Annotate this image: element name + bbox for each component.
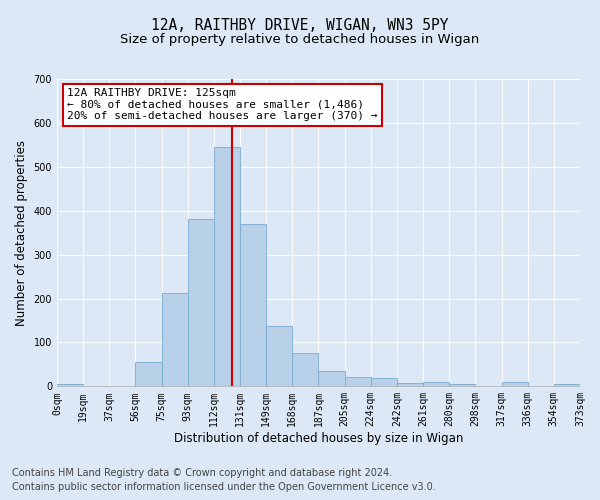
Text: Contains public sector information licensed under the Open Government Licence v3: Contains public sector information licen…: [12, 482, 436, 492]
Bar: [371, 378, 397, 386]
Bar: [554, 384, 580, 386]
Text: Size of property relative to detached houses in Wigan: Size of property relative to detached ho…: [121, 32, 479, 46]
Bar: [57, 384, 83, 386]
Bar: [292, 352, 319, 386]
Bar: [502, 382, 527, 386]
X-axis label: Distribution of detached houses by size in Wigan: Distribution of detached houses by size …: [174, 432, 463, 445]
Bar: [136, 362, 161, 386]
Bar: [161, 293, 188, 386]
Bar: [240, 224, 266, 386]
Bar: [423, 382, 449, 386]
Bar: [188, 220, 214, 386]
Bar: [319, 370, 344, 386]
Bar: [214, 147, 240, 386]
Bar: [344, 376, 371, 386]
Text: 12A RAITHBY DRIVE: 125sqm
← 80% of detached houses are smaller (1,486)
20% of se: 12A RAITHBY DRIVE: 125sqm ← 80% of detac…: [67, 88, 378, 122]
Bar: [266, 326, 292, 386]
Bar: [449, 384, 475, 386]
Text: Contains HM Land Registry data © Crown copyright and database right 2024.: Contains HM Land Registry data © Crown c…: [12, 468, 392, 477]
Bar: [397, 384, 423, 386]
Y-axis label: Number of detached properties: Number of detached properties: [15, 140, 28, 326]
Text: 12A, RAITHBY DRIVE, WIGAN, WN3 5PY: 12A, RAITHBY DRIVE, WIGAN, WN3 5PY: [151, 18, 449, 32]
